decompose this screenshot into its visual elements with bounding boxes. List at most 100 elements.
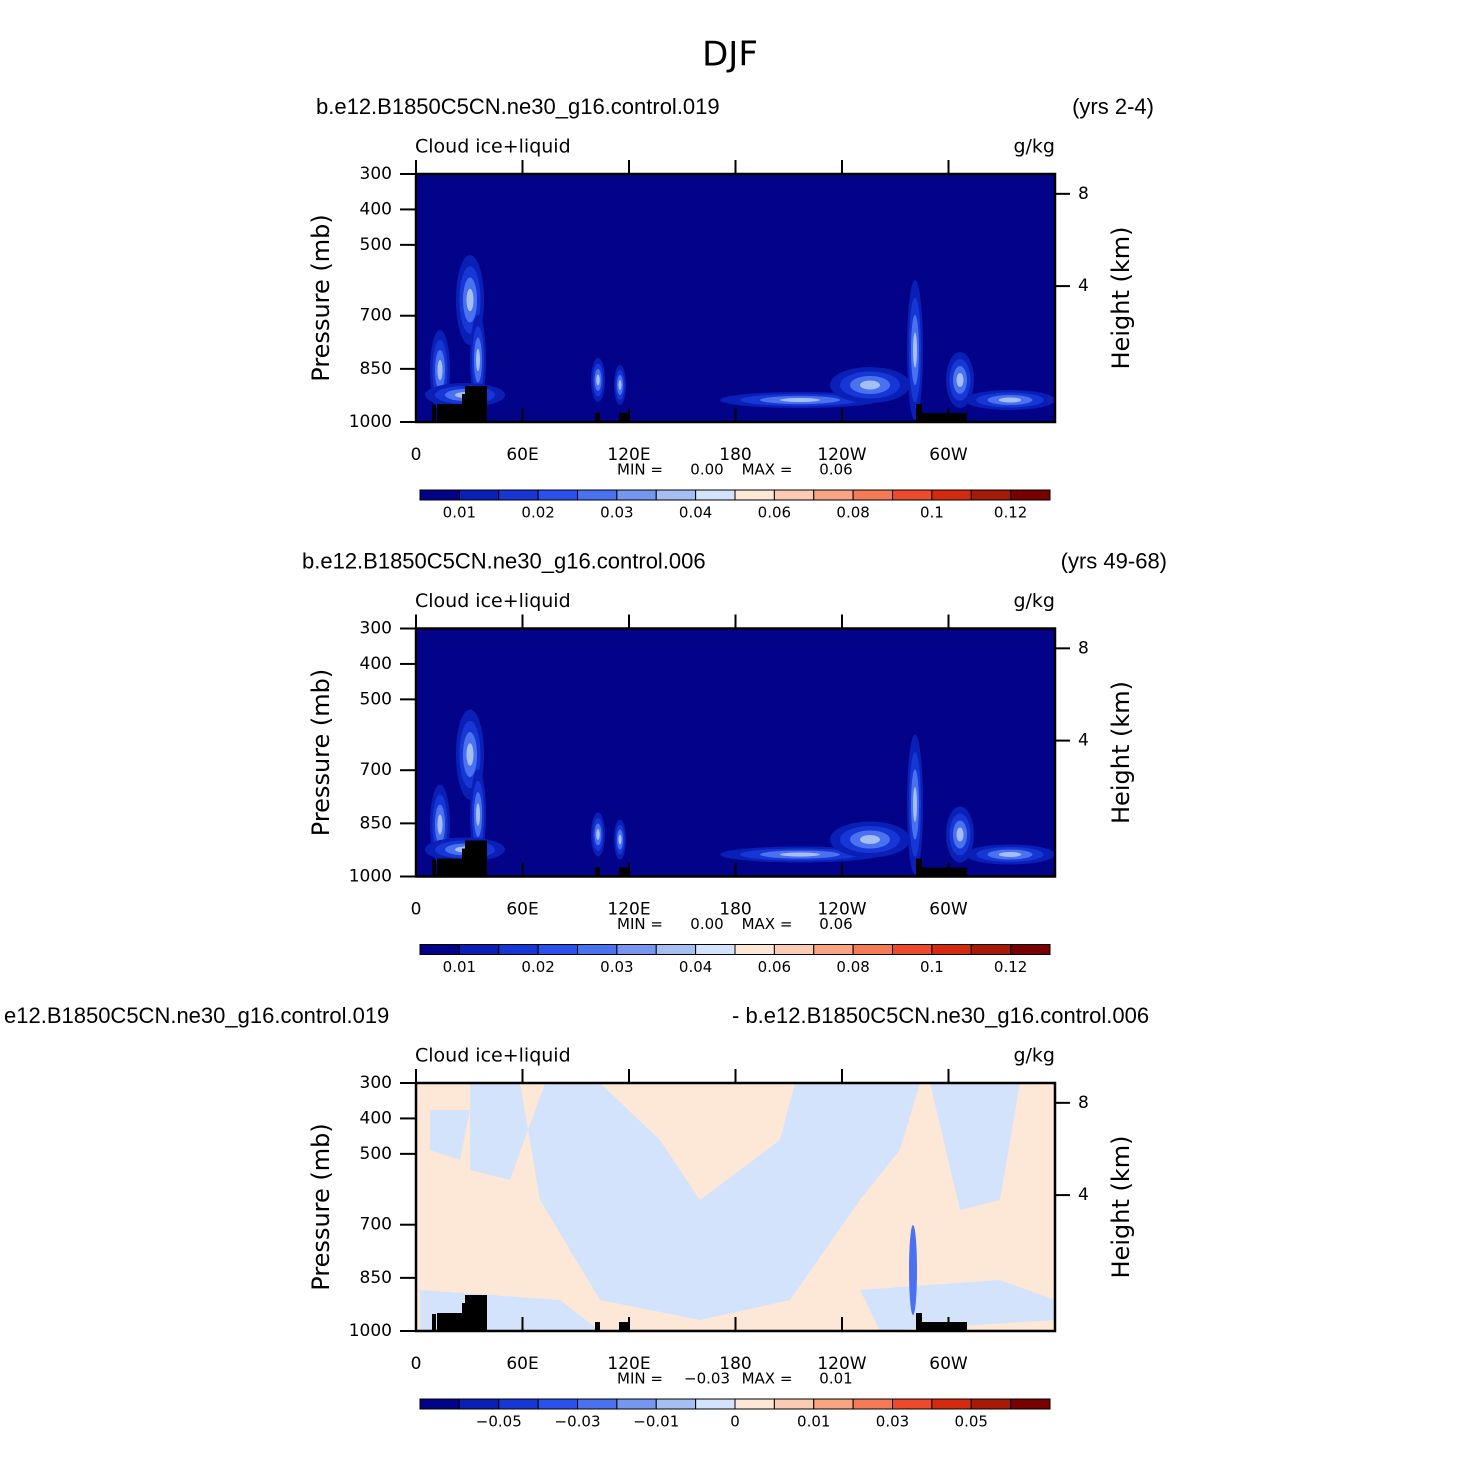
- colorbar-box: [813, 1398, 854, 1410]
- case-title: b.e12.B1850C5CN.ne30_g16.control.006: [302, 548, 706, 573]
- colorbar-box: [616, 489, 657, 501]
- colorbar-box: [537, 489, 578, 501]
- colorbar-box: [734, 489, 775, 501]
- terrain: [465, 840, 487, 877]
- colorbar-label: −0.03: [555, 1413, 601, 1431]
- colorbar-box: [970, 1398, 1012, 1410]
- x-tick-label: 120E: [607, 445, 650, 465]
- colorbar-box: [852, 1398, 893, 1410]
- colorbar-label: 0.04: [679, 504, 712, 522]
- colorbar-label: 0.1: [920, 504, 944, 522]
- terrain: [462, 848, 465, 877]
- field-region: [860, 1280, 1055, 1331]
- colorbar-box: [655, 489, 697, 501]
- colorbar-box: [537, 1398, 578, 1410]
- field-blob: [618, 380, 622, 390]
- terrain: [920, 1322, 967, 1331]
- colorbar-label: 0.06: [758, 958, 791, 976]
- terrain: [432, 405, 436, 422]
- x-tick-label: 0: [411, 1354, 422, 1374]
- colorbar-box: [616, 1398, 657, 1410]
- colorbar-box: [970, 489, 1012, 501]
- y-tick-label: 400: [360, 199, 392, 219]
- field-blob: [780, 852, 820, 857]
- field-blob: [476, 803, 480, 826]
- colorbar-box: [773, 489, 815, 501]
- colorbar-box: [577, 944, 618, 955]
- field-region: [470, 1083, 920, 1320]
- field-blob: [437, 814, 443, 835]
- field-blob: [909, 1225, 917, 1315]
- y2-tick-label: 4: [1078, 731, 1089, 751]
- y2-axis-label: Height (km): [1107, 227, 1135, 370]
- colorbar-box: [852, 489, 893, 501]
- x-tick-label: 60W: [929, 900, 968, 920]
- contour-field: [416, 1083, 1055, 1331]
- terrain: [920, 413, 967, 422]
- x-tick-label: 180: [719, 900, 751, 920]
- case-title: e12.B1850C5CN.ne30_g16.control.019: [4, 1003, 389, 1028]
- y-tick-label: 1000: [349, 867, 392, 887]
- colorbar-label: 0.03: [876, 1413, 909, 1431]
- min-label: MIN =: [617, 1370, 663, 1388]
- max-label: MAX =: [742, 1370, 793, 1388]
- y-axis-label: Pressure (mb): [307, 214, 335, 381]
- y2-tick-label: 8: [1078, 184, 1089, 204]
- field-blob: [860, 835, 880, 844]
- colorbar-box: [1010, 1398, 1051, 1410]
- colorbar-label: −0.01: [633, 1413, 679, 1431]
- y2-tick-label: 8: [1078, 638, 1089, 658]
- colorbar-box: [734, 1398, 775, 1410]
- max-value: 0.01: [819, 1370, 852, 1388]
- field-blob: [437, 360, 443, 380]
- years-label: (yrs 2-4): [1072, 94, 1154, 119]
- colorbar-box: [892, 489, 933, 501]
- variable-label: Cloud ice+liquid: [415, 136, 571, 158]
- terrain: [619, 1322, 629, 1331]
- contour-field: [416, 174, 1055, 422]
- colorbar-label: 0.03: [600, 958, 633, 976]
- field-blob: [596, 829, 600, 840]
- colorbar-box: [498, 1398, 539, 1410]
- y2-tick-label: 8: [1078, 1093, 1089, 1113]
- figure-title: DJF: [702, 35, 758, 75]
- terrain: [462, 394, 465, 422]
- terrain: [916, 404, 922, 422]
- colorbar-label: 0.01: [443, 504, 476, 522]
- field-blob: [618, 834, 622, 845]
- min-value: 0.00: [690, 461, 723, 479]
- colorbar-label: −0.05: [476, 1413, 522, 1431]
- y-tick-label: 500: [360, 1144, 392, 1164]
- x-tick-label: 60E: [506, 445, 538, 465]
- y-tick-label: 300: [360, 1073, 392, 1093]
- y-tick-label: 1000: [349, 412, 392, 432]
- max-value: 0.06: [819, 915, 852, 933]
- colorbar-label: 0.04: [679, 958, 712, 976]
- colorbar-box: [773, 944, 815, 955]
- colorbar-box: [1010, 489, 1051, 501]
- field-blob: [596, 374, 600, 386]
- colorbar-box: [931, 489, 972, 501]
- x-tick-label: 120W: [817, 445, 866, 465]
- colorbar-box: [813, 944, 854, 955]
- units-label: g/kg: [1013, 590, 1055, 612]
- terrain: [462, 1303, 465, 1331]
- field-blob: [780, 398, 820, 402]
- colorbar-box: [892, 944, 933, 955]
- y-axis-label: Pressure (mb): [307, 1123, 335, 1290]
- colorbar-box: [577, 489, 618, 501]
- x-tick-label: 60W: [929, 445, 968, 465]
- variable-label: Cloud ice+liquid: [415, 1045, 571, 1067]
- colorbar-box: [577, 1398, 618, 1410]
- y-tick-label: 400: [360, 1108, 392, 1128]
- terrain: [920, 867, 967, 877]
- x-tick-label: 120W: [817, 1354, 866, 1374]
- terrain: [437, 1313, 462, 1331]
- colorbar-label: 0.01: [797, 1413, 830, 1431]
- units-label: g/kg: [1013, 1045, 1055, 1067]
- colorbar-box: [931, 1398, 972, 1410]
- y-tick-label: 850: [360, 1268, 392, 1288]
- colorbar-box: [852, 944, 893, 955]
- colorbar-box: [970, 944, 1012, 955]
